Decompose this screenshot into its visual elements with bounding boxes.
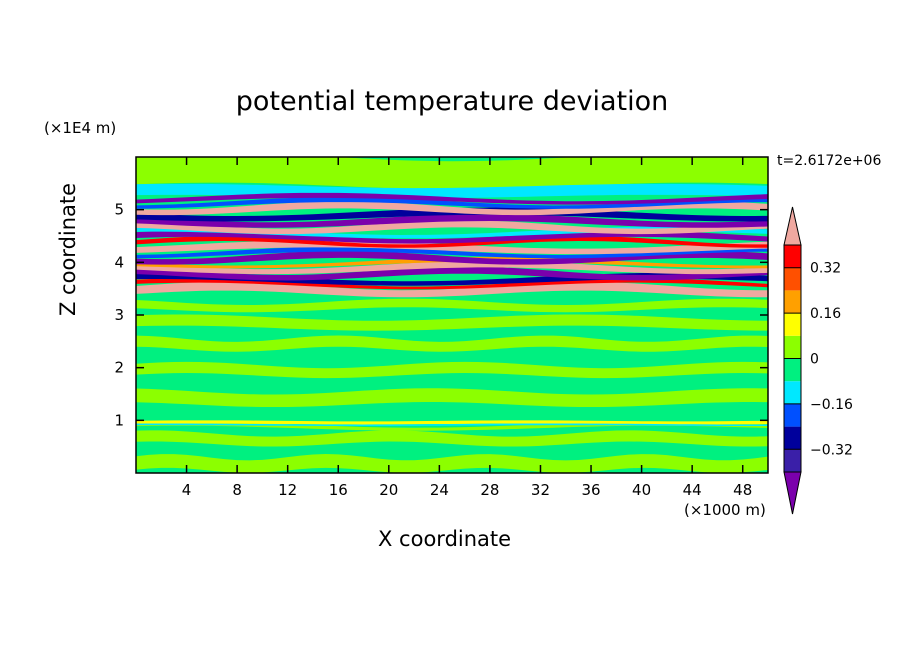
- field-band: [136, 420, 768, 425]
- chart-title: potential temperature deviation: [235, 86, 669, 117]
- colorbar-segment: [784, 426, 801, 450]
- y-tick-label: 2: [114, 359, 124, 377]
- y-axis-label: Z coordinate: [56, 182, 80, 316]
- colorbar-max-arrow: [783, 206, 802, 246]
- colorbar-segment: [784, 245, 801, 268]
- y-tick-label: 4: [114, 253, 124, 271]
- field-band: [136, 260, 768, 275]
- field-band: [136, 197, 768, 209]
- field-band: [136, 314, 768, 331]
- y-tick-label: 1: [114, 411, 124, 429]
- colorbar-tick-label: 0: [810, 352, 819, 368]
- field-band: [136, 250, 768, 265]
- x-tick-label: 24: [430, 481, 449, 499]
- field-band: [136, 230, 768, 244]
- field-band: [136, 454, 768, 473]
- colorbar-segment: [784, 313, 801, 336]
- y-axis-unit: (×1E4 m): [44, 119, 117, 137]
- x-tick-label: 8: [232, 481, 242, 499]
- field-band: [136, 298, 768, 313]
- x-tick-label: 20: [379, 481, 398, 499]
- field-band: [136, 257, 768, 269]
- x-tick-label: 36: [581, 481, 600, 499]
- field-band: [136, 157, 768, 190]
- x-tick-label: 4: [182, 481, 192, 499]
- x-tick-label: 48: [733, 481, 752, 499]
- field-band: [136, 213, 768, 228]
- x-tick-label: 44: [683, 481, 702, 499]
- colorbar-tick-label: −0.16: [810, 397, 853, 413]
- colorbar-segment: [784, 358, 801, 382]
- x-tick-label: 12: [278, 481, 297, 499]
- x-tick-label: 40: [632, 481, 651, 499]
- field-band: [136, 240, 768, 255]
- field-band: [136, 220, 768, 235]
- field-band: [136, 246, 768, 259]
- colorbar-tick-label: 0.16: [810, 306, 841, 322]
- field-band: [136, 335, 768, 352]
- field-band: [136, 207, 768, 222]
- colorbar-segment: [784, 403, 801, 427]
- colorbar-segment: [784, 449, 801, 472]
- field-band: [136, 281, 768, 298]
- colorbar-tick-label: 0.32: [810, 261, 841, 277]
- colorbar-segment: [784, 267, 801, 291]
- field-band: [136, 201, 768, 216]
- colorbar-tick-label: −0.32: [810, 442, 853, 458]
- field-band: [136, 266, 768, 281]
- x-axis-label: X coordinate: [378, 527, 512, 551]
- x-tick-label: 16: [329, 481, 348, 499]
- colorbar-segment: [784, 290, 801, 314]
- heatmap-field: [136, 157, 768, 473]
- colorbar-min-arrow: [783, 471, 802, 515]
- field-band: [136, 192, 768, 205]
- time-label: t=2.6172e+06: [777, 153, 882, 169]
- field-band: [136, 388, 768, 408]
- field-band: [136, 423, 768, 427]
- x-tick-label: 28: [480, 481, 499, 499]
- field-band: [136, 278, 768, 290]
- y-tick-label: 5: [114, 201, 124, 219]
- x-tick-label: 32: [531, 481, 550, 499]
- field-band: [136, 430, 768, 447]
- colorbar-segment: [784, 335, 801, 359]
- colorbar-segment: [784, 381, 801, 404]
- field-band: [136, 361, 768, 379]
- y-tick-label: 3: [114, 306, 124, 324]
- x-axis-unit: (×1000 m): [684, 501, 766, 519]
